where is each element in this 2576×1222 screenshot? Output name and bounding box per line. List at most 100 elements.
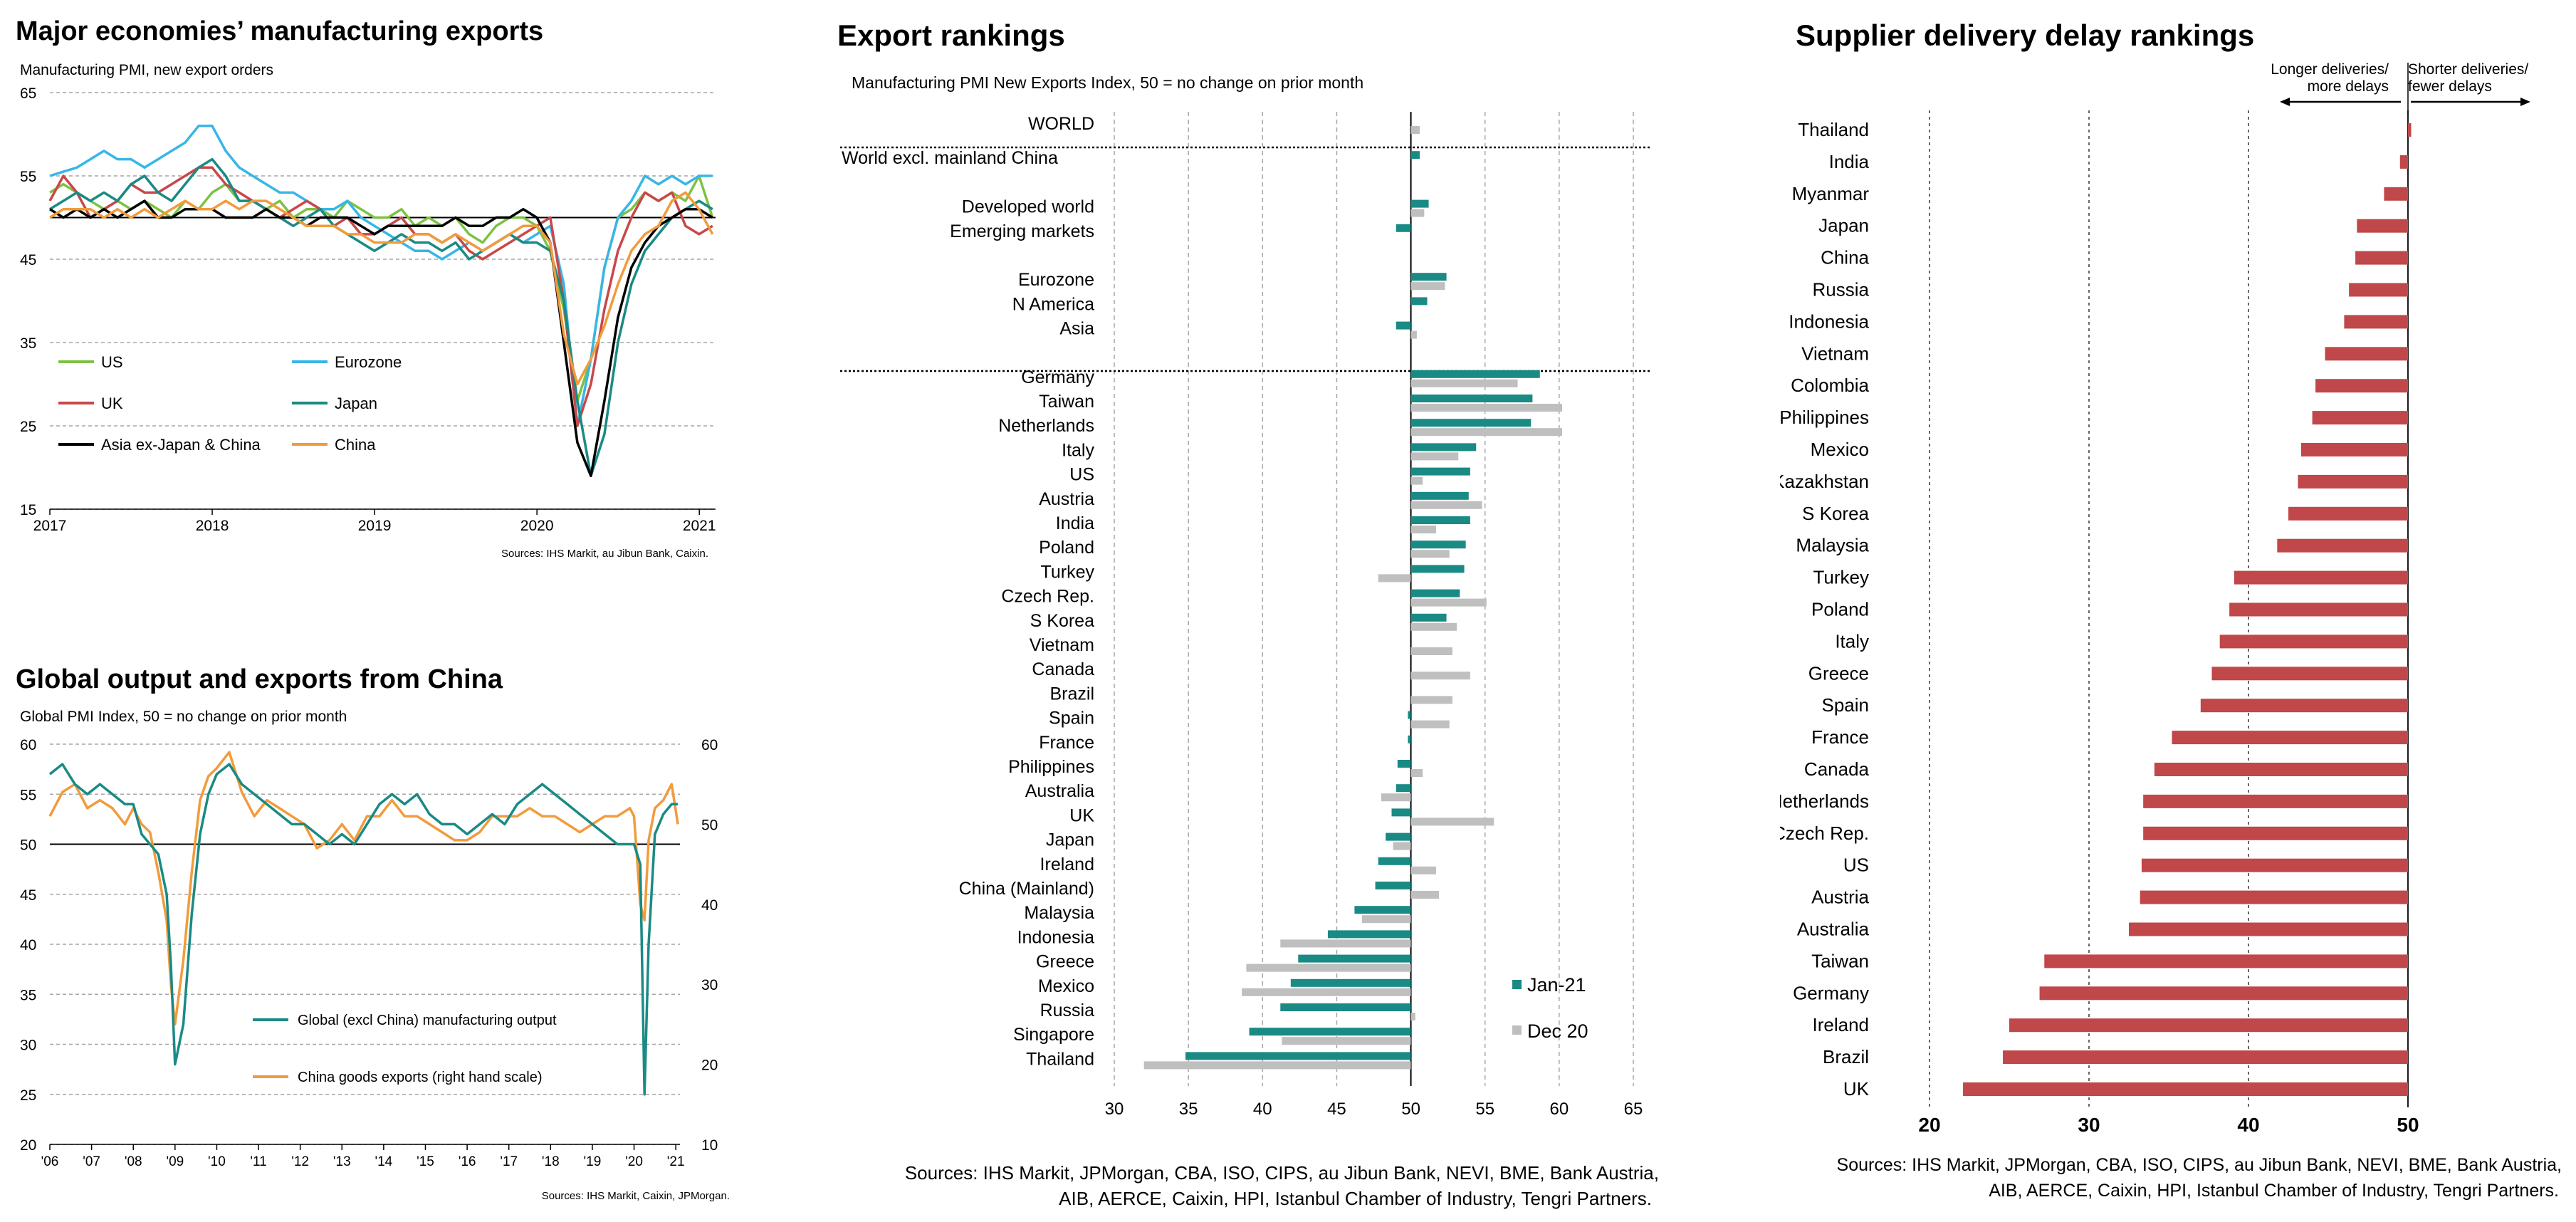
bar-jan21 (1396, 784, 1411, 793)
y-tick-label: 55 (20, 787, 36, 803)
x-tick-label: 2018 (196, 518, 229, 534)
bar-dec20 (1410, 452, 1459, 461)
bar-delivery-delay (2355, 251, 2408, 265)
category-label: China (1821, 247, 1869, 268)
y-tick-label: 55 (20, 169, 36, 185)
category-label: S Korea (1030, 611, 1094, 631)
y-tick-label: 45 (20, 252, 36, 268)
axis-labels: 20 25 30 35 40 45 50 55 60 10 20 30 40 50 60 '06 '07 '08 '… (20, 737, 718, 1169)
bar-delivery-delay (2154, 763, 2408, 776)
bar-dec20 (1410, 1013, 1415, 1020)
category-label: Taiwan (1811, 950, 1869, 971)
chart-title: Global output and exports from China (16, 664, 503, 694)
category-label: Austria (1039, 489, 1094, 509)
category-label: Turkey (1813, 567, 1870, 588)
category-label: France (1039, 733, 1094, 753)
category-label: Russia (1040, 1001, 1095, 1020)
bar-delivery-delay (2357, 219, 2408, 233)
x-tick-label: 65 (1624, 1100, 1643, 1119)
category-label: Vietnam (1801, 343, 1869, 364)
bar-jan21 (1410, 370, 1540, 378)
y-tick-label: 60 (20, 737, 36, 753)
bar-jan21 (1298, 954, 1411, 963)
bar-jan21 (1410, 443, 1477, 451)
bar-dec20 (1410, 379, 1518, 387)
y-right-tick-label: 30 (701, 977, 718, 993)
bar-delivery-delay (2234, 570, 2408, 585)
y-right-tick-label: 60 (701, 737, 718, 753)
x-tick-label: 45 (1327, 1100, 1346, 1119)
bar-delivery-delay (2298, 474, 2408, 489)
chart-source: Sources: IHS Markit, Caixin, JPMorgan. (542, 1190, 730, 1202)
bar-dec20 (1410, 550, 1450, 558)
bar-delivery-delay (2229, 602, 2408, 617)
category-label: Germany (1021, 367, 1094, 387)
category-label: Turkey (1041, 562, 1095, 582)
x-tick-label: 50 (2397, 1114, 2419, 1136)
category-label: Eurozone (1018, 270, 1094, 290)
x-tick-label: '12 (291, 1154, 309, 1169)
legend: US Eurozone UK Japan Asia ex-Japan & China Ch… (58, 353, 402, 454)
bar-dec20 (1410, 126, 1420, 134)
legend-label: US (101, 353, 123, 371)
series-lines (48, 125, 714, 477)
bar-jan21 (1410, 467, 1470, 476)
category-label: N America (1012, 294, 1094, 314)
bar-dec20 (1410, 476, 1423, 485)
category-label: Netherlands (998, 416, 1094, 436)
category-label: Ireland (1040, 855, 1094, 874)
chart-title: Major economies’ manufacturing exports (16, 16, 543, 46)
chart-title: Supplier delivery delay rankings (1796, 19, 2254, 52)
arrowhead-left (2280, 98, 2290, 106)
category-label: Czech Rep. (1780, 822, 1869, 844)
x-tick-label: 40 (1253, 1100, 1272, 1119)
y-tick-label: 30 (20, 1038, 36, 1054)
axis-labels: 30 35 40 45 50 55 60 65 (1105, 1100, 1643, 1119)
legend-label: China (335, 436, 376, 454)
category-label: Japan (1818, 215, 1869, 236)
bar-jan21 (1410, 395, 1533, 402)
bar-delivery-delay (2300, 443, 2408, 456)
x-tick-label: '15 (417, 1154, 434, 1169)
category-label: Indonesia (1017, 927, 1095, 947)
gridlines (840, 112, 1650, 1086)
series-line-japan (49, 157, 713, 477)
category-label: Thailand (1798, 119, 1869, 140)
annotation-left-line1: Longer deliveries/ (2271, 61, 2389, 78)
chart-supplier-delivery-delays: Supplier delivery delay rankings Longer … (1780, 19, 2562, 1201)
direction-annotation: Longer deliveries/ more delays Shorter d… (2271, 61, 2530, 114)
x-tick-label: '18 (542, 1154, 560, 1169)
bar-delivery-delay (2039, 986, 2408, 1001)
bar-dec20 (1381, 793, 1411, 802)
bar-dec20 (1410, 866, 1436, 874)
bar-delivery-delay (2325, 347, 2408, 361)
annotation-right-line2: fewer delays (2408, 78, 2492, 95)
series-lines (48, 751, 679, 1096)
bar-dec20 (1410, 696, 1452, 704)
category-label: Kazakhstan (1780, 471, 1869, 492)
x-tick-label: '10 (208, 1154, 226, 1169)
category-label: Brazil (1049, 684, 1094, 704)
bar-jan21 (1396, 321, 1411, 330)
category-label: UK (1069, 805, 1094, 825)
category-label: Brazil (1823, 1046, 1869, 1067)
bar-dec20 (1393, 842, 1411, 850)
bar-jan21 (1410, 540, 1466, 549)
bar-dec20 (1246, 964, 1411, 972)
y-tick-label: 50 (20, 837, 36, 854)
bar-dec20 (1410, 769, 1423, 777)
x-tick-label: 2020 (520, 518, 554, 534)
chart-subtitle: Manufacturing PMI, new export orders (20, 62, 273, 78)
x-tick-label: 35 (1179, 1100, 1198, 1119)
series-line-china (48, 751, 679, 1026)
chart-source-line2: AIB, AERCE, Caixin, HPI, Istanbul Chambe… (1989, 1181, 2559, 1201)
bar-dec20 (1410, 720, 1450, 728)
category-label: Australia (1025, 781, 1094, 801)
legend-label: China goods exports (right hand scale) (298, 1070, 543, 1085)
bar-dec20 (1410, 282, 1445, 291)
bar-delivery-delay (2288, 506, 2408, 521)
category-label: Netherlands (1780, 790, 1869, 812)
legend-label: Jan-21 (1527, 974, 1586, 996)
category-label: UK (1843, 1078, 1870, 1100)
bar-delivery-delay (2143, 826, 2408, 840)
